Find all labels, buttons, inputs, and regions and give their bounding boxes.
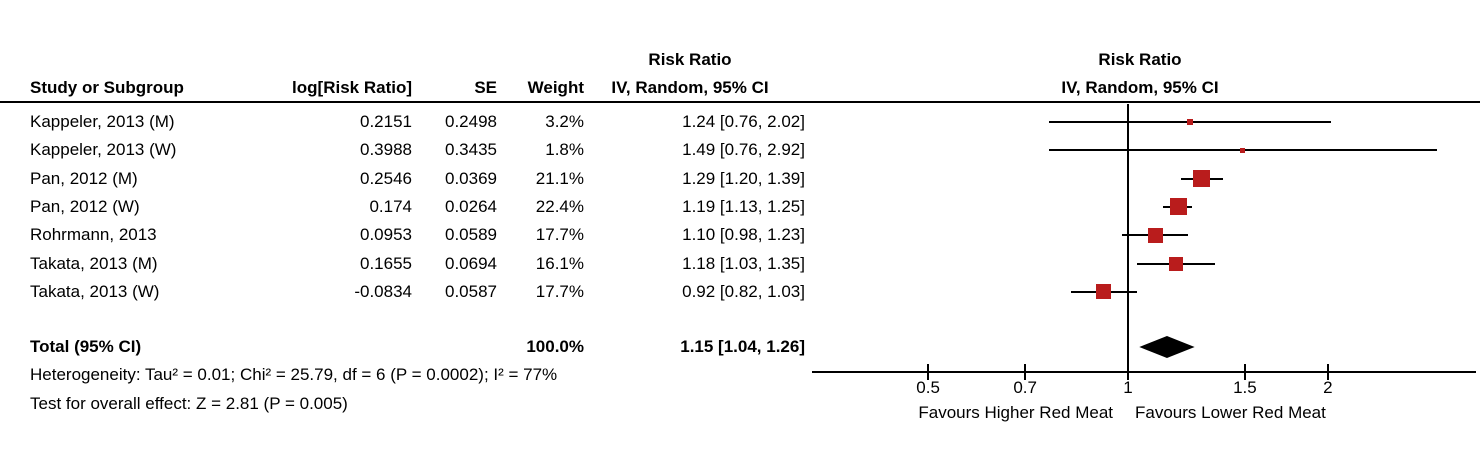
header-log-risk-ratio: log[Risk Ratio] xyxy=(292,78,412,97)
study-ci-text: 1.29 [1.20, 1.39] xyxy=(682,168,805,188)
study-name: Kappeler, 2013 (M) xyxy=(30,112,175,131)
axis-tick xyxy=(1243,364,1246,380)
study-se: 0.0369 xyxy=(445,168,497,188)
study-ci-text: 1.19 [1.13, 1.25] xyxy=(682,196,805,216)
study-log-rr: 0.2151 xyxy=(360,112,412,131)
axis-tick-label: 1 xyxy=(1123,378,1133,397)
study-name: Pan, 2012 (M) xyxy=(30,168,138,188)
axis-tick xyxy=(1127,364,1129,380)
study-ci-text: 1.18 [1.03, 1.35] xyxy=(682,253,805,273)
study-weight: 3.2% xyxy=(545,112,584,131)
effect-marker xyxy=(1240,147,1246,153)
overall-effect-text: Test for overall effect: Z = 2.81 (P = 0… xyxy=(30,394,348,413)
effect-marker xyxy=(1169,198,1187,216)
effect-marker xyxy=(1187,119,1194,125)
header-stats-line1: Risk Ratio xyxy=(648,50,732,69)
header-plot-line2: IV, Random, 95% CI xyxy=(1061,78,1219,97)
total-label: Total (95% CI) xyxy=(30,337,142,356)
x-axis-line xyxy=(812,371,1476,373)
pooled-diamond xyxy=(1139,336,1195,358)
favours-right-label: Favours Lower Red Meat xyxy=(1135,403,1326,422)
study-name: Kappeler, 2013 (W) xyxy=(30,140,177,160)
no-effect-line xyxy=(1127,104,1129,373)
header-rule xyxy=(0,101,1480,103)
study-se: 0.0589 xyxy=(445,225,497,245)
study-log-rr: 0.3988 xyxy=(360,140,412,160)
axis-tick xyxy=(1326,364,1329,380)
study-se: 0.3435 xyxy=(445,140,497,160)
study-ci-text: 1.24 [0.76, 2.02] xyxy=(682,112,805,131)
study-log-rr: 0.2546 xyxy=(360,168,412,188)
study-name: Pan, 2012 (W) xyxy=(30,196,140,216)
effect-marker xyxy=(1192,170,1210,188)
header-weight: Weight xyxy=(527,78,584,97)
effect-marker xyxy=(1147,227,1163,243)
axis-tick-label: 2 xyxy=(1323,378,1333,397)
study-name: Takata, 2013 (M) xyxy=(30,253,158,273)
axis-tick-label: 0.5 xyxy=(916,378,940,397)
axis-tick-label: 0.7 xyxy=(1013,378,1037,397)
axis-tick xyxy=(1024,364,1027,380)
study-se: 0.0264 xyxy=(445,196,497,216)
heterogeneity-text: Heterogeneity: Tau² = 0.01; Chi² = 25.79… xyxy=(30,365,558,384)
header-plot-risk-ratio: Risk Ratio IV, Random, 95% CI xyxy=(990,46,1290,102)
axis-tick-label: 1.5 xyxy=(1233,378,1257,397)
axis-tick xyxy=(927,364,930,380)
study-log-rr: -0.0834 xyxy=(354,281,412,301)
effect-marker xyxy=(1168,256,1183,271)
study-weight: 1.8% xyxy=(545,140,584,160)
study-weight: 22.4% xyxy=(535,196,584,216)
effect-marker xyxy=(1096,284,1112,300)
study-name: Takata, 2013 (W) xyxy=(30,281,160,301)
header-se: SE xyxy=(474,78,497,97)
study-log-rr: 0.174 xyxy=(369,196,412,216)
study-se: 0.0587 xyxy=(445,281,497,301)
header-stats-risk-ratio: Risk Ratio IV, Random, 95% CI xyxy=(575,46,805,102)
study-name: Rohrmann, 2013 xyxy=(30,225,157,245)
favours-left-label: Favours Higher Red Meat xyxy=(918,403,1113,422)
header-stats-line2: IV, Random, 95% CI xyxy=(611,78,769,97)
header-plot-line1: Risk Ratio xyxy=(1098,50,1182,69)
study-se: 0.2498 xyxy=(445,112,497,131)
study-ci-text: 1.10 [0.98, 1.23] xyxy=(682,225,805,245)
study-weight: 16.1% xyxy=(535,253,584,273)
study-log-rr: 0.0953 xyxy=(360,225,412,245)
study-log-rr: 0.1655 xyxy=(360,253,412,273)
study-se: 0.0694 xyxy=(445,253,497,273)
study-weight: 21.1% xyxy=(535,168,584,188)
study-ci-text: 0.92 [0.82, 1.03] xyxy=(682,281,805,301)
study-weight: 17.7% xyxy=(535,225,584,245)
study-ci-text: 1.49 [0.76, 2.92] xyxy=(682,140,805,160)
study-weight: 17.7% xyxy=(535,281,584,301)
total-ci: 1.15 [1.04, 1.26] xyxy=(680,337,805,356)
header-study: Study or Subgroup xyxy=(30,78,184,97)
total-weight: 100.0% xyxy=(526,337,584,356)
